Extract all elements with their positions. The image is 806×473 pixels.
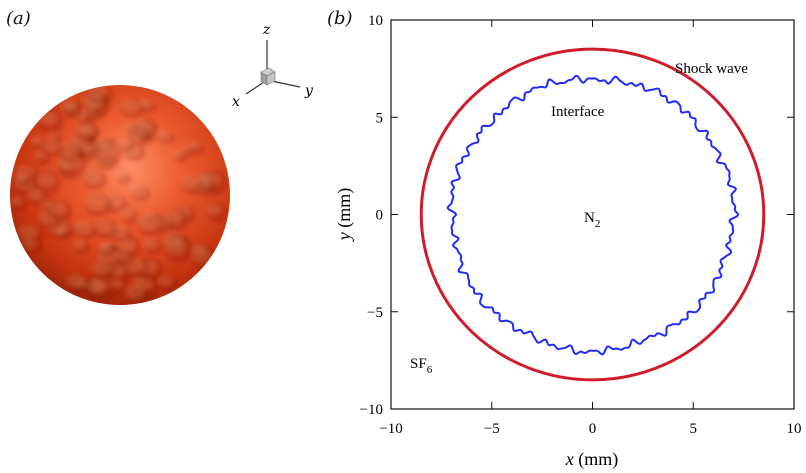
sphere-dimple-highlight — [125, 285, 144, 299]
sphere-dimple-highlight — [165, 238, 186, 254]
x-tick-label: −10 — [379, 421, 402, 437]
series-group — [419, 47, 766, 382]
interface-label: Interface — [551, 104, 605, 120]
x-tick-label: −5 — [484, 421, 500, 437]
outer-gas-label: SF6 — [410, 356, 433, 376]
sphere-dimple-highlight — [120, 99, 139, 112]
sphere-dimple-highlight — [118, 140, 129, 148]
sphere-dimple-highlight — [139, 99, 152, 108]
sphere-dimple-highlight — [92, 261, 110, 274]
x-tick-label: 5 — [690, 421, 698, 437]
sphere-dimple-highlight — [101, 242, 111, 249]
sphere-dimple-highlight — [110, 278, 123, 288]
sphere-dimple-highlight — [47, 133, 57, 140]
sphere-dimple-highlight — [156, 130, 170, 140]
triad-x-label: x — [232, 94, 240, 110]
sphere-dimple-highlight — [138, 214, 160, 230]
sphere-dimple-highlight — [10, 197, 22, 206]
y-tick-label: −10 — [360, 402, 383, 418]
sphere-dimple-highlight — [190, 141, 200, 149]
sphere-dimple-highlight — [36, 173, 54, 187]
sphere-dimple-highlight — [95, 141, 115, 156]
sphere-dimple-highlight — [127, 127, 145, 140]
sphere-dimple-highlight — [48, 201, 66, 215]
axis-triad: z y x — [232, 22, 314, 110]
sphere-dimple-highlight — [38, 111, 57, 125]
sphere-dimple-highlight — [85, 194, 106, 210]
sphere-dimple-highlight — [22, 238, 37, 249]
sphere-dimple-highlight — [159, 276, 172, 286]
shock-wave-label: Shock wave — [675, 61, 748, 77]
sphere-dimple-highlight — [130, 185, 144, 196]
interface-curve — [446, 74, 740, 356]
y-tick-label: −5 — [367, 305, 383, 321]
sphere-dimple-highlight — [82, 145, 93, 154]
sphere-dimple-highlight — [18, 225, 38, 239]
sphere-dimple-highlight — [62, 100, 77, 110]
sphere-dimple-highlight — [73, 240, 85, 249]
sphere-dimple-highlight — [118, 239, 135, 251]
sphere-dimple-highlight — [26, 188, 43, 200]
panel-b-label: (b) — [327, 8, 353, 29]
sphere-dimple-highlight — [121, 209, 133, 218]
sphere-dimple-highlight — [194, 178, 211, 191]
sphere-dimple-highlight — [165, 210, 182, 223]
sphere-dimple-highlight — [113, 249, 128, 261]
sphere-dimple-highlight — [35, 151, 45, 159]
sphere-dimple-highlight — [192, 249, 212, 263]
sphere-dimple-highlight — [182, 144, 191, 152]
panel-a-label: (a) — [6, 8, 31, 29]
shock-wave-curve — [419, 47, 766, 382]
sphere-dimple-highlight — [81, 126, 94, 136]
sphere-dimple-highlight — [66, 274, 85, 288]
sphere-dimple-highlight — [73, 221, 92, 234]
sphere-dimple-highlight — [43, 139, 59, 151]
y-tick-label: 10 — [368, 13, 383, 29]
x-tick-label: 0 — [589, 421, 597, 437]
sphere-dimple-highlight — [206, 204, 221, 214]
sphere-dimple-highlight — [124, 122, 134, 130]
sphere-dimple-highlight — [173, 150, 183, 157]
triad-y-label: y — [304, 83, 314, 99]
sphere-dimple-highlight — [15, 173, 27, 182]
sphere-dimple-highlight — [82, 170, 101, 183]
triad-z-label: z — [262, 22, 271, 38]
axis-ticks: −10 −5 0 5 10 −10 −5 0 5 10 — [360, 13, 802, 437]
sphere-dimple-highlight — [83, 107, 96, 117]
x-axis-label: x (mm) — [565, 449, 619, 470]
x-tick-label: 10 — [787, 421, 802, 437]
sphere-dimple-highlight — [95, 220, 112, 232]
sphere-dimple-highlight — [144, 238, 158, 248]
y-tick-label: 5 — [376, 110, 384, 126]
sphere-dimple-highlight — [88, 85, 107, 98]
perturbed-sphere — [10, 85, 230, 305]
sphere-dimple-highlight — [56, 227, 65, 234]
y-axis-label: y (mm) — [334, 188, 355, 243]
sphere-dimple-highlight — [180, 174, 199, 188]
y-tick-label: 0 — [376, 208, 384, 224]
sphere-dimple-highlight — [115, 171, 126, 179]
sphere-dimple-highlight — [30, 136, 43, 145]
inner-gas-label: N2 — [584, 210, 600, 230]
